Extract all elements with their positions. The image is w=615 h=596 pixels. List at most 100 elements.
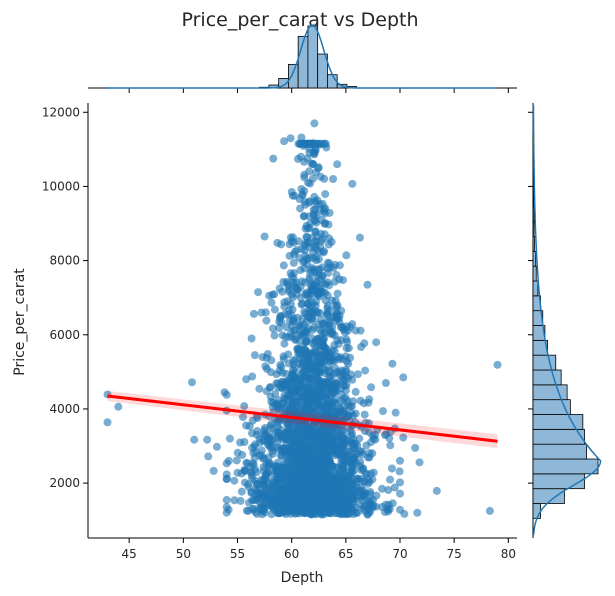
scatter-point (309, 265, 318, 274)
scatter-point (297, 139, 306, 148)
scatter-point (379, 407, 387, 416)
scatter-point (280, 302, 289, 311)
scatter-point (296, 359, 304, 368)
scatter-point (222, 475, 231, 483)
scatter-point (260, 426, 269, 435)
scatter-point (261, 362, 270, 371)
scatter-point (267, 487, 276, 496)
y-tick-label: 4000 (49, 402, 80, 416)
scatter-point (260, 232, 269, 241)
scatter-point (395, 467, 404, 476)
scatter-point (351, 387, 360, 396)
scatter-point (301, 436, 310, 445)
scatter-point (257, 494, 266, 503)
scatter-point (297, 393, 306, 402)
scatter-point (224, 505, 233, 514)
chart-title: Price_per_carat vs Depth (182, 9, 419, 31)
scatter-point (250, 351, 259, 360)
scatter-point (348, 179, 357, 188)
scatter-point (342, 251, 351, 260)
scatter-point (320, 174, 329, 183)
x-tick-label: 65 (338, 547, 353, 561)
scatter-point (284, 434, 293, 443)
scatter-point (320, 458, 329, 466)
scatter-point (267, 368, 275, 377)
scatter-point (304, 299, 313, 308)
scatter-point (238, 450, 247, 459)
scatter-point (329, 175, 338, 183)
scatter-point (298, 299, 307, 308)
y-tick-label: 12000 (42, 105, 80, 119)
marginal-x-kde (107, 24, 498, 89)
scatter-point (320, 485, 329, 494)
scatter-point (415, 458, 424, 467)
scatter-point (255, 384, 264, 393)
scatter-point (334, 451, 343, 460)
scatter-point (322, 403, 331, 412)
scatter-point (317, 327, 326, 336)
marginal-y-bar (532, 428, 585, 445)
scatter-point (279, 398, 288, 407)
scatter-point (325, 469, 333, 478)
scatter-point (311, 146, 320, 155)
scatter-point (306, 376, 315, 385)
scatter-point (296, 404, 305, 413)
scatter-point (363, 280, 372, 289)
scatter-point (291, 335, 300, 344)
scatter-point (372, 491, 381, 500)
scatter-point (295, 321, 304, 330)
scatter-point (279, 261, 288, 270)
scatter-point (344, 477, 353, 485)
scatter-point (303, 456, 312, 465)
scatter-point (432, 486, 441, 495)
scatter-point (366, 488, 375, 496)
scatter-point (337, 435, 346, 444)
marginal-x-bar (288, 63, 299, 89)
x-tick-label: 55 (230, 547, 245, 561)
scatter-point (319, 336, 328, 345)
scatter-point (257, 308, 266, 317)
scatter-point (233, 468, 242, 477)
scatter-point (285, 463, 294, 471)
scatter-point (316, 412, 325, 421)
scatter-point (310, 243, 318, 251)
scatter-point (318, 450, 327, 459)
scatter-point (304, 504, 313, 513)
scatter-point (222, 496, 231, 504)
scatter-point (381, 500, 390, 509)
scatter-point (361, 366, 370, 375)
marginal-y-bar (532, 236, 536, 252)
scatter-point (332, 270, 341, 279)
scatter-point (335, 489, 344, 498)
scatter-point (327, 377, 336, 386)
scatter-point (351, 439, 360, 448)
scatter-point (289, 278, 298, 287)
marginal-y-bar (532, 265, 537, 282)
scatter-point (248, 505, 257, 514)
scatter-point (330, 277, 339, 286)
regression-line-path (107, 394, 498, 443)
scatter-point (365, 508, 374, 517)
scatter-point (249, 309, 258, 318)
marginal-y-histogram (528, 103, 602, 538)
scatter-point (313, 437, 322, 445)
scatter-point (289, 258, 298, 267)
scatter-point (340, 401, 349, 410)
scatter-point (325, 366, 334, 375)
scatter-point (318, 263, 327, 272)
scatter-point (396, 478, 404, 487)
marginal-x-histogram (88, 24, 517, 93)
scatter-point (372, 338, 381, 347)
scatter-point (324, 492, 333, 501)
y-tick-label: 10000 (42, 179, 80, 193)
scatter-point (317, 229, 325, 238)
scatter-point (248, 372, 257, 381)
scatter-point (411, 443, 420, 452)
scatter-point (399, 373, 408, 382)
scatter-points (103, 119, 502, 519)
marginal-y-bar (532, 221, 535, 237)
scatter-point (371, 430, 379, 439)
scatter-point (400, 509, 409, 518)
scatter-point (396, 489, 404, 498)
